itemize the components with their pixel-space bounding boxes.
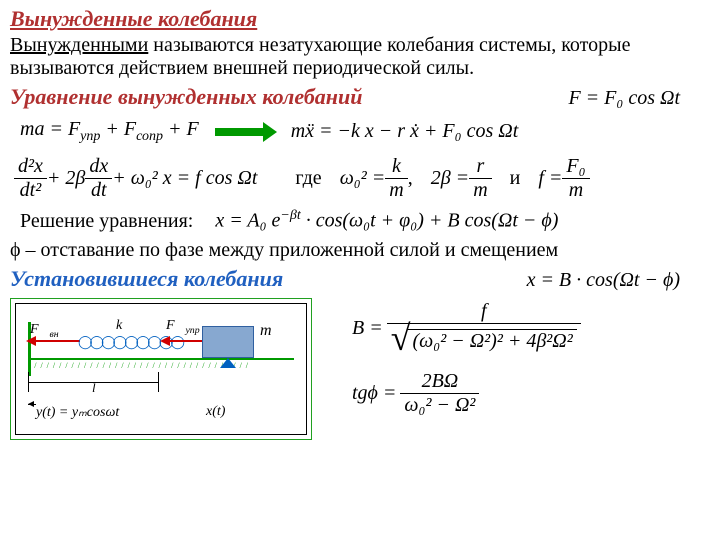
definition: Вынужденными называются незатухающие кол… [10,34,710,80]
where-label: где [295,167,321,190]
steady-title: Установившиеся колебания [10,266,283,292]
omega0-def: ω₀² = km , [340,155,413,202]
l-dim-tick-right [158,372,159,392]
definition-underlined: Вынужденными [10,34,148,56]
phase-note: ϕ – отставание по фазе между приложенной… [10,239,710,262]
m-label: m [260,322,272,340]
solution-eq: x = A₀ e−βt · cos(ω₀t + φ₀) + B cos(Ωt −… [215,208,558,233]
steady-eq: x = B · cos(Ωt − ϕ) [527,269,680,292]
page-title: Вынужденные колебания [10,6,710,32]
mass-block [202,326,254,358]
xt-label: x(t) [206,404,225,420]
l-label: l [92,380,96,396]
newton-left: ma = Fупр + Fсопр + F [20,118,199,145]
f-vn-label: F⃗вн [30,322,59,340]
solution-label: Решение уравнения: [20,210,193,233]
ground-hatch: //////////////////////////////////// [28,361,294,371]
driving-force-eq: F = F₀ cos Ωt [568,87,680,110]
f-upr-arrowhead [160,336,170,346]
yt-arrowhead [28,401,34,407]
yt-label: y(t) = yₘcosωt [36,404,119,421]
arrow-icon [215,127,275,137]
equation-title: Уравнение вынужденных колебаний [10,84,362,110]
and-label: и [510,167,521,190]
canonical-eq: d²xdt² + 2β dxdt + ω₀² x = f cos Ωt [14,155,257,202]
f-upr-label: F⃗упр [166,318,200,336]
spring-mass-diagram: F⃗вн ◯◯◯◯◯◯◯◯◯ k F⃗упр m ///////////////… [10,298,312,440]
f-vn-arrow [30,340,80,342]
phase-eq: tgϕ = 2BΩ ω₀² − Ω² [352,370,581,417]
support-marker [220,358,236,368]
f-upr-arrow [164,340,204,342]
ground-line [28,358,294,360]
beta-def: 2β = rm [431,155,492,202]
k-label: k [116,318,122,334]
amplitude-eq: B = f √ (ω₀² − Ω²)² + 4β²Ω² [352,300,581,356]
l-dim-tick-left [28,372,29,392]
newton-right: mẍ = −k x − r ẋ + F₀ cos Ωt [291,120,519,143]
f-def: f = F₀m [538,155,589,202]
